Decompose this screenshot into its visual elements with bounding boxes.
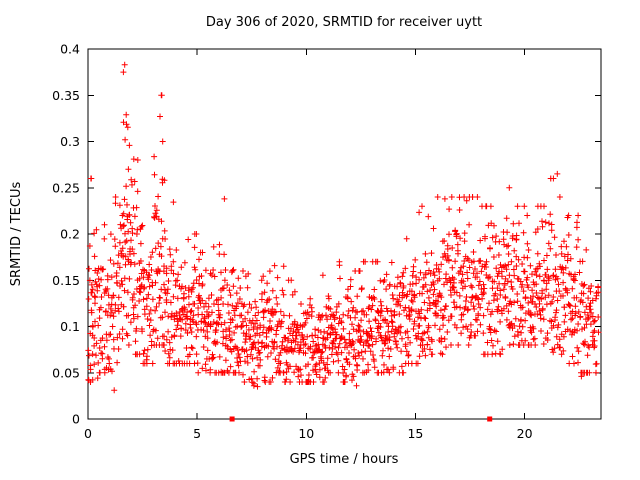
- y-tick-label: 0.35: [52, 88, 80, 103]
- data-point-markers: [85, 61, 602, 394]
- y-tick-label: 0.3: [60, 134, 80, 149]
- chart-title: Day 306 of 2020, SRMTID for receiver uyt…: [206, 15, 482, 30]
- x-tick-label: 15: [407, 426, 423, 441]
- y-tick-label: 0.4: [60, 42, 80, 57]
- axis-markers: [229, 416, 493, 422]
- axis-square-marker: [229, 416, 235, 422]
- y-tick-label: 0.2: [60, 227, 80, 242]
- x-tick-label: 5: [193, 426, 201, 441]
- scatter-points: [85, 61, 602, 394]
- axis-tick-labels: 0 5 10 15 20 0 0.05 0.1 0.15 0.2 0.25 0.3 0.35 0.4: [52, 42, 532, 442]
- y-tick-label: 0.05: [52, 365, 80, 380]
- y-tick-label: 0.1: [60, 319, 80, 334]
- x-axis-label: GPS time / hours: [290, 452, 399, 467]
- x-tick-label: 10: [298, 426, 314, 441]
- x-tick-label: 0: [84, 426, 92, 441]
- y-tick-label: 0.25: [52, 180, 80, 195]
- y-tick-label: 0: [72, 412, 80, 427]
- axis-square-marker: [487, 416, 493, 422]
- y-axis-label: SRMTID / TECUs: [9, 182, 24, 287]
- x-tick-label: 20: [517, 426, 533, 441]
- y-tick-label: 0.15: [52, 273, 80, 288]
